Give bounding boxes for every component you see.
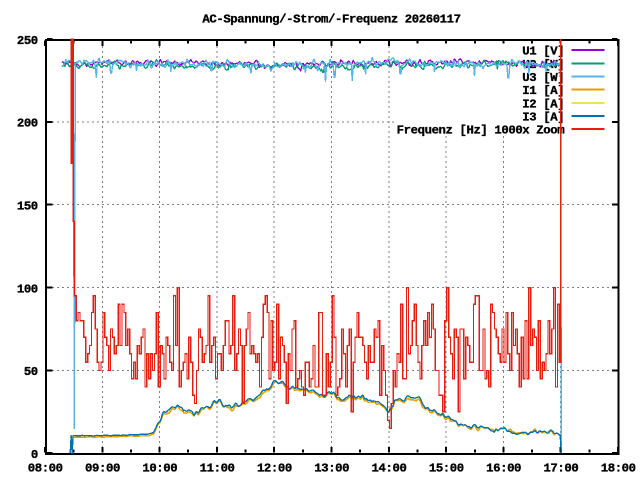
svg-text:13:00: 13:00 <box>314 462 349 476</box>
svg-text:100: 100 <box>17 282 38 296</box>
svg-text:14:00: 14:00 <box>372 462 407 476</box>
svg-text:250: 250 <box>17 34 38 48</box>
svg-text:U3 [W]: U3 [W] <box>522 71 564 85</box>
svg-text:I1 [A]: I1 [A] <box>522 84 564 98</box>
svg-text:150: 150 <box>17 200 38 214</box>
svg-text:50: 50 <box>24 365 38 379</box>
svg-text:15:00: 15:00 <box>429 462 464 476</box>
svg-text:08:00: 08:00 <box>28 462 63 476</box>
svg-text:16:00: 16:00 <box>486 462 521 476</box>
svg-text:I3 [A]: I3 [A] <box>522 111 564 125</box>
svg-text:10:00: 10:00 <box>142 462 177 476</box>
svg-text:200: 200 <box>17 117 38 131</box>
svg-text:0: 0 <box>31 448 38 462</box>
svg-text:U1 [V]: U1 [V] <box>522 45 564 59</box>
svg-text:I2 [A]: I2 [A] <box>522 97 564 111</box>
svg-text:11:00: 11:00 <box>200 462 235 476</box>
svg-text:12:00: 12:00 <box>257 462 292 476</box>
svg-text:17:00: 17:00 <box>543 462 578 476</box>
svg-text:Frequenz [Hz] 1000x Zoom: Frequenz [Hz] 1000x Zoom <box>397 124 565 138</box>
svg-text:AC-Spannung/-Strom/-Frequenz 2: AC-Spannung/-Strom/-Frequenz 20260117 <box>202 12 460 26</box>
svg-text:09:00: 09:00 <box>85 462 120 476</box>
svg-text:18:00: 18:00 <box>601 462 636 476</box>
